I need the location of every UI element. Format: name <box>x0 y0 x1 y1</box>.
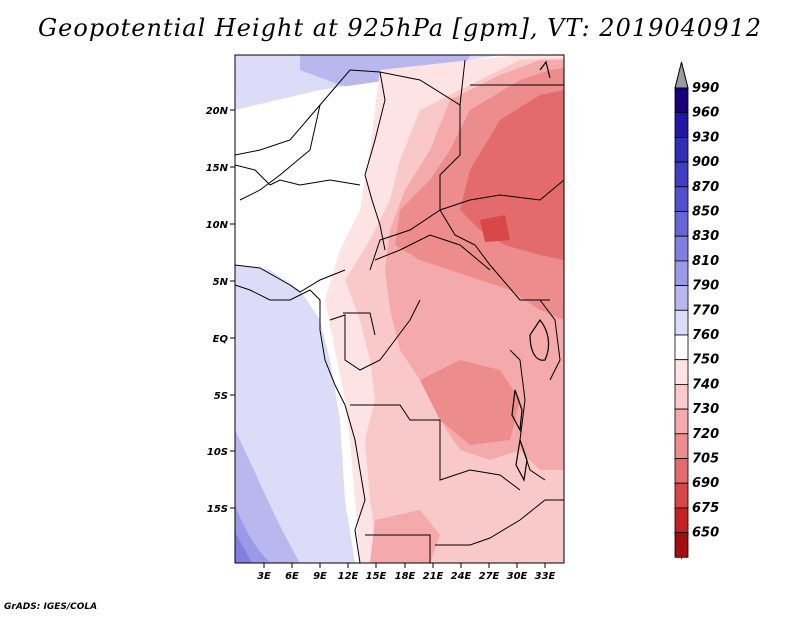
lat-label: EQ <box>213 334 229 345</box>
colorbar-label: 720 <box>692 427 719 442</box>
colorbar-label: 930 <box>692 130 719 145</box>
latitude-axis: 20N 15N 10N 5N EQ 5S 10S 15S <box>206 106 235 515</box>
lakes <box>511 60 551 482</box>
lon-label: 6E <box>285 571 299 582</box>
colorbar-label: 760 <box>692 328 719 343</box>
colorbar-swatch <box>674 359 689 385</box>
colorbar-label: 650 <box>692 526 719 541</box>
colorbar-label: 730 <box>692 402 719 417</box>
colorbar-label: 770 <box>692 303 719 318</box>
colorbar-swatch <box>674 136 689 163</box>
colorbar-swatch <box>674 433 689 459</box>
colorbar-swatch <box>674 309 689 336</box>
colorbar-swatch <box>674 186 689 212</box>
lon-label: 12E <box>338 571 359 582</box>
colorbar-top-arrow <box>674 61 689 89</box>
credit-text: GrADS: IGES/COLA <box>4 602 98 612</box>
colorbar-swatch <box>674 482 689 509</box>
colorbar-label: 750 <box>692 353 719 368</box>
colorbar-label: 705 <box>692 452 719 467</box>
country-borders <box>235 59 564 563</box>
colorbar-label: 900 <box>692 155 719 170</box>
colorbar-swatch <box>674 211 689 237</box>
colorbar-label: 790 <box>692 279 719 294</box>
lon-label: 15E <box>366 571 387 582</box>
colorbar-swatch <box>674 235 689 262</box>
colorbar: 990 960 930 900 870 850 830 810 790 770 … <box>674 61 719 560</box>
lon-label: 3E <box>257 571 271 582</box>
lon-label: 30E <box>507 571 528 582</box>
colorbar-label: 960 <box>692 106 719 121</box>
lat-label: 20N <box>206 106 229 117</box>
lon-label: 33E <box>535 571 556 582</box>
geopotential-field <box>235 55 564 563</box>
colorbar-swatch <box>674 532 689 558</box>
lon-label: 24E <box>451 571 472 582</box>
lon-label: 21E <box>423 571 444 582</box>
lat-label: 5N <box>213 277 229 288</box>
colorbar-label: 675 <box>692 501 719 516</box>
lon-label: 27E <box>479 571 500 582</box>
colorbar-label: 810 <box>692 254 719 269</box>
map-frame <box>234 54 565 564</box>
colorbar-swatch <box>674 408 689 435</box>
colorbar-label: 740 <box>692 377 719 392</box>
colorbar-label: 990 <box>692 81 719 96</box>
colorbar-swatch <box>674 383 689 410</box>
lat-label: 5S <box>214 391 228 402</box>
lat-label: 10S <box>207 447 228 458</box>
colorbar-label: 690 <box>692 476 719 491</box>
map-title: Geopotential Height at 925hPa [gpm], VT:… <box>38 14 762 42</box>
colorbar-swatch <box>674 260 689 286</box>
lon-label: 18E <box>395 571 416 582</box>
colorbar-label: 870 <box>692 180 719 195</box>
longitude-axis: 3E 6E 9E 12E 15E 18E 21E 24E 27E 30E 33E <box>257 563 556 582</box>
colorbar-label: 830 <box>692 229 719 244</box>
colorbar-label: 850 <box>692 205 719 220</box>
colorbar-swatch <box>674 112 689 138</box>
colorbar-swatch <box>674 285 689 311</box>
lat-label: 15N <box>206 163 229 174</box>
colorbar-swatch <box>674 507 689 533</box>
colorbar-swatch <box>674 334 689 361</box>
colorbar-swatch <box>674 161 689 188</box>
lon-label: 9E <box>313 571 327 582</box>
colorbar-swatch <box>674 458 689 484</box>
colorbar-swatch <box>674 87 689 114</box>
lat-label: 15S <box>207 504 228 515</box>
lat-label: 10N <box>206 220 229 231</box>
